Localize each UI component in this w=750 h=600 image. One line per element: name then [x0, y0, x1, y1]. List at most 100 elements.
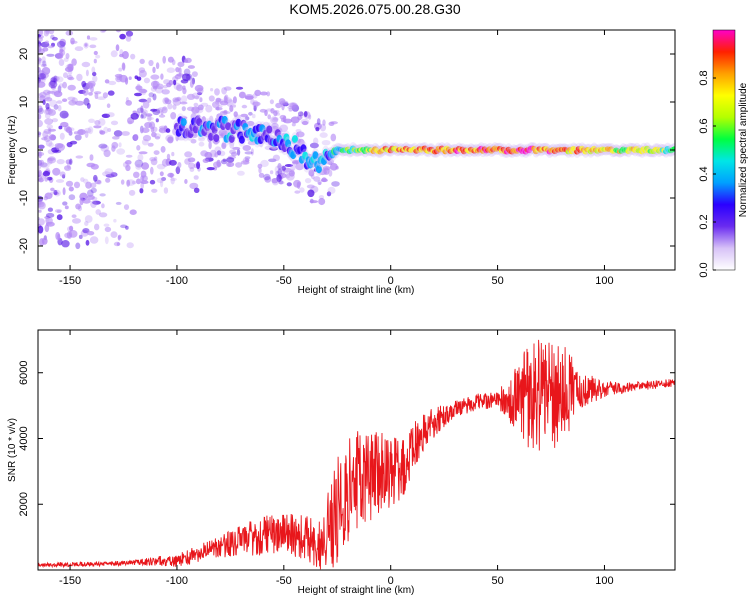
- spectrogram-speckle: [42, 170, 51, 177]
- spectrogram-speckle: [78, 234, 83, 239]
- spectrogram-speckle: [130, 53, 136, 60]
- spectrogram-speckle: [81, 61, 91, 68]
- spectrogram-speckle: [59, 48, 64, 53]
- spectrogram-speckle: [40, 162, 50, 169]
- spectrogram-speckle: [170, 177, 177, 181]
- spectrogram-speckle: [62, 187, 66, 196]
- spectrogram-speckle: [147, 142, 154, 147]
- spectrogram-speckle: [160, 73, 164, 80]
- spectrogram-speckle: [53, 75, 58, 84]
- spectrogram-speckle: [82, 88, 89, 96]
- spectrogram-speckle: [272, 154, 280, 161]
- spectrogram-speckle: [264, 176, 272, 183]
- spectrogram-speckle: [194, 95, 200, 100]
- spectrogram-speckle: [64, 165, 72, 171]
- spectrogram-ridge-cell: [235, 118, 242, 127]
- spectrogram-y-tick-label: -10: [18, 190, 30, 206]
- spectrogram-speckle: [99, 30, 107, 34]
- spectrogram-speckle: [147, 116, 154, 121]
- spectrogram-speckle: [164, 99, 172, 105]
- spectrogram-ridge-cell: [192, 125, 199, 134]
- spectrogram-speckle: [315, 127, 320, 132]
- spectrogram-speckle: [38, 112, 41, 120]
- spectrogram-speckle: [72, 218, 81, 224]
- spectrogram-speckle: [95, 209, 101, 215]
- spectrogram-speckle: [93, 58, 97, 64]
- spectrogram-speckle: [294, 190, 301, 194]
- spectrogram-speckle: [126, 179, 131, 187]
- spectrogram-speckle: [38, 58, 41, 65]
- spectrogram-speckle: [55, 232, 61, 240]
- spectrogram-speckle: [313, 137, 319, 145]
- spectrogram-speckle: [48, 13, 53, 19]
- spectrogram-speckle: [48, 30, 55, 35]
- spectrogram-speckle: [189, 167, 195, 172]
- spectrogram-speckle: [92, 200, 101, 205]
- spectrogram-speckle: [98, 13, 102, 18]
- spectrogram-speckle: [72, 7, 80, 12]
- spectrogram-speckle: [67, 76, 75, 81]
- spectrogram-speckle: [38, 40, 42, 48]
- spectrogram-speckle: [63, 72, 68, 79]
- spectrogram-speckle: [166, 67, 176, 73]
- spectrogram-speckle: [248, 111, 253, 116]
- spectrogram-speckle: [123, 204, 130, 211]
- spectrogram-speckle: [39, 159, 45, 166]
- spectrogram-speckle: [102, 16, 111, 24]
- spectrogram-speckle: [206, 167, 215, 171]
- spectrogram-speckle: [122, 16, 128, 24]
- spectrogram-speckle: [152, 126, 158, 132]
- spectrogram-speckle: [167, 136, 174, 144]
- spectrogram-speckle: [142, 134, 152, 142]
- spectrogram-speckle: [81, 80, 87, 88]
- spectrogram-speckle: [263, 173, 271, 181]
- spectrogram-speckle: [51, 118, 59, 123]
- spectrogram-speckle: [64, 9, 67, 17]
- spectrogram-speckle: [41, 17, 49, 25]
- snr-y-label: SNR (10 * v/v): [7, 418, 18, 482]
- spectrogram-speckle: [38, 144, 45, 149]
- spectrogram-speckle: [86, 231, 95, 236]
- spectrogram-speckle: [77, 205, 82, 212]
- spectrogram-speckle: [229, 141, 235, 149]
- spectrogram-speckle: [165, 134, 174, 142]
- spectrogram-speckle: [92, 71, 97, 77]
- spectrogram-speckle: [264, 109, 268, 117]
- spectrogram-speckle: [59, 38, 67, 47]
- spectrogram-speckle: [38, 105, 43, 113]
- spectrogram-speckle: [104, 236, 109, 245]
- spectrogram-speckle: [98, 118, 106, 126]
- spectrogram-speckle: [60, 121, 69, 128]
- spectrogram-ridge-cell: [300, 144, 307, 153]
- spectrogram-speckle: [135, 85, 143, 91]
- spectrogram-speckle: [162, 55, 166, 64]
- spectrogram-speckle: [125, 21, 130, 26]
- spectrogram-speckle: [58, 59, 65, 66]
- spectrogram-speckle: [220, 110, 227, 115]
- spectrogram-speckle: [65, 126, 72, 134]
- spectrogram-x-tick-label: -50: [276, 275, 292, 287]
- spectrogram-speckle: [150, 74, 160, 80]
- spectrogram-speckle: [319, 132, 328, 138]
- spectrogram-speckle: [88, 118, 95, 124]
- spectrogram-speckle: [110, 120, 119, 126]
- spectrogram-speckle: [193, 102, 199, 107]
- spectrogram-speckle: [58, 83, 64, 89]
- spectrogram-speckle: [196, 161, 201, 170]
- spectrogram-speckle: [56, 214, 63, 221]
- spectrogram-speckle: [93, 174, 98, 182]
- spectrogram-speckle: [84, 130, 89, 138]
- spectrogram-speckle: [105, 17, 112, 23]
- spectrogram-speckle: [208, 95, 215, 102]
- spectrogram-speckle: [323, 167, 330, 175]
- spectrogram-speckle: [139, 58, 145, 64]
- spectrogram-speckle: [56, 209, 62, 214]
- spectrogram-speckle: [186, 93, 196, 100]
- spectrogram-speckle: [42, 60, 47, 67]
- spectrogram-speckle: [321, 140, 331, 146]
- spectrogram-speckle: [165, 128, 171, 133]
- spectrogram-speckle: [189, 80, 194, 88]
- spectrogram-ridge-cell: [228, 134, 235, 143]
- spectrogram-speckle: [184, 57, 192, 64]
